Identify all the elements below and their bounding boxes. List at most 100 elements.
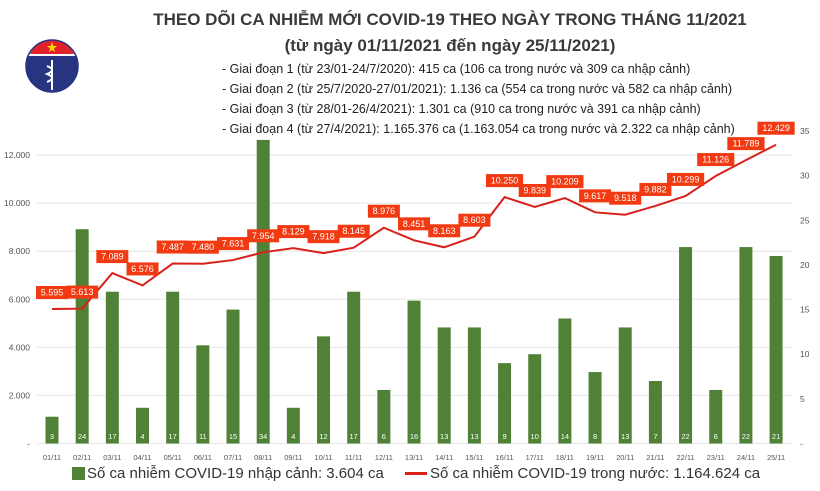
x-axis-tick: 22/11 <box>676 453 694 462</box>
x-axis-tick: 01/11 <box>43 453 61 462</box>
bar-data-label: 17 <box>108 432 116 441</box>
bar <box>317 336 331 444</box>
line-data-label: 7.089 <box>101 252 124 262</box>
x-axis-tick: 13/11 <box>405 453 423 462</box>
x-axis-tick: 20/11 <box>616 453 634 462</box>
line-data-label-box <box>96 250 129 264</box>
right-axis-tick: 10 <box>800 349 810 359</box>
line-data-label: 9.882 <box>644 184 667 194</box>
bar-data-label: 24 <box>78 432 86 441</box>
bar <box>618 327 632 444</box>
bar-data-label: 13 <box>621 432 629 441</box>
line-data-label-box <box>697 153 735 167</box>
line-data-label: 7.918 <box>312 232 335 242</box>
bar-data-label: 22 <box>742 432 750 441</box>
legend-domestic-label: Số ca nhiễm COVID-19 trong nước: 1.164.6… <box>430 465 761 482</box>
line-data-label-box <box>307 230 340 244</box>
right-axis-tick: 25 <box>800 215 810 225</box>
line-data-label-box <box>727 137 765 151</box>
x-axis-tick: 07/11 <box>224 453 242 462</box>
line-data-label: 9.617 <box>584 191 607 201</box>
line-data-label-box <box>247 229 280 243</box>
line-data-label: 9.839 <box>523 185 546 195</box>
bar-data-label: 9 <box>502 432 506 441</box>
bar-data-label: 17 <box>169 432 177 441</box>
bar <box>769 256 783 444</box>
x-axis-tick: 04/11 <box>133 453 151 462</box>
line-data-label: 7.487 <box>161 242 184 252</box>
bar <box>286 407 300 444</box>
bar-data-label: 3 <box>50 432 54 441</box>
ministry-of-health-logo <box>25 39 79 93</box>
left-axis-tick: 4.000 <box>9 342 31 352</box>
bar <box>498 363 512 444</box>
phase-note-3: - Giai đoạn 3 (từ 28/01-26/4/2021): 1.30… <box>222 102 701 116</box>
line-data-label-box <box>398 217 431 231</box>
x-axis-tick: 25/11 <box>767 453 785 462</box>
line-data-label-box <box>546 175 584 189</box>
bar-data-label: 17 <box>350 432 358 441</box>
phase-note-1: - Giai đoạn 1 (từ 23/01-24/7/2020): 415 … <box>222 62 691 76</box>
x-axis-tick: 03/11 <box>103 453 121 462</box>
line-data-label-box <box>757 121 795 135</box>
line-data-label-box <box>337 224 370 238</box>
bar <box>226 309 240 444</box>
line-data-label: 10.209 <box>551 177 579 187</box>
legend-line-swatch <box>405 472 427 475</box>
bar <box>467 327 481 444</box>
x-axis-tick: 09/11 <box>284 453 302 462</box>
bar-data-label: 15 <box>229 432 237 441</box>
left-axis-tick: 12.000 <box>4 150 30 160</box>
right-axis-tick: 20 <box>800 260 810 270</box>
line-data-label: 10.250 <box>491 176 519 186</box>
line-data-label: 7.480 <box>192 242 215 252</box>
line-data-label-box <box>639 182 672 196</box>
right-axis-tick: 30 <box>800 171 810 181</box>
line-data-label-box <box>485 174 524 188</box>
line-data-label: 8.976 <box>373 206 396 216</box>
line-data-label-box <box>156 240 189 254</box>
line-data-label-box <box>126 262 159 276</box>
bar-data-label: 4 <box>291 432 295 441</box>
line-data-label-box <box>666 172 705 186</box>
line-data-label: 5.595 <box>41 288 64 298</box>
line-data-label-box <box>217 237 250 251</box>
line-data-label: 8.163 <box>433 226 456 236</box>
bar-data-label: 8 <box>593 432 597 441</box>
line-data-label: 8.129 <box>282 227 305 237</box>
bar-data-label: 21 <box>772 432 780 441</box>
line-data-label: 6.576 <box>131 264 154 274</box>
x-axis-tick: 18/11 <box>556 453 574 462</box>
line-data-label: 8.145 <box>342 226 365 236</box>
right-axis-tick: 35 <box>800 126 810 136</box>
chart-subtitle: (từ ngày 01/11/2021 đến ngày 25/11/2021) <box>284 36 616 55</box>
bar <box>377 389 391 444</box>
x-axis-tick: 08/11 <box>254 453 272 462</box>
bar <box>196 345 210 444</box>
bar-data-label: 13 <box>440 432 448 441</box>
bar <box>679 247 693 444</box>
x-axis-tick: 15/11 <box>465 453 483 462</box>
line-data-label-box <box>579 189 612 203</box>
line-data-label: 9.518 <box>614 193 637 203</box>
bar <box>75 229 89 444</box>
bar-data-label: 6 <box>714 432 718 441</box>
x-axis-tick: 24/11 <box>737 453 755 462</box>
domestic-cases-line <box>51 143 777 311</box>
left-axis-tick: 10.000 <box>4 198 30 208</box>
x-axis-tick: 11/11 <box>345 453 363 462</box>
x-axis-tick: 10/11 <box>314 453 332 462</box>
bar-data-label: 10 <box>531 432 539 441</box>
bar-data-label: 16 <box>410 432 418 441</box>
bar <box>528 354 542 444</box>
x-axis-tick: 21/11 <box>646 453 664 462</box>
bar-data-label: 13 <box>470 432 478 441</box>
left-axis-tick: 2.000 <box>9 390 31 400</box>
bar-data-label: 11 <box>199 432 207 441</box>
line-data-label: 7.954 <box>252 231 275 241</box>
line-data-label-box <box>518 183 551 197</box>
line-data-label: 10.299 <box>672 174 700 184</box>
line-data-label: 7.631 <box>222 239 245 249</box>
